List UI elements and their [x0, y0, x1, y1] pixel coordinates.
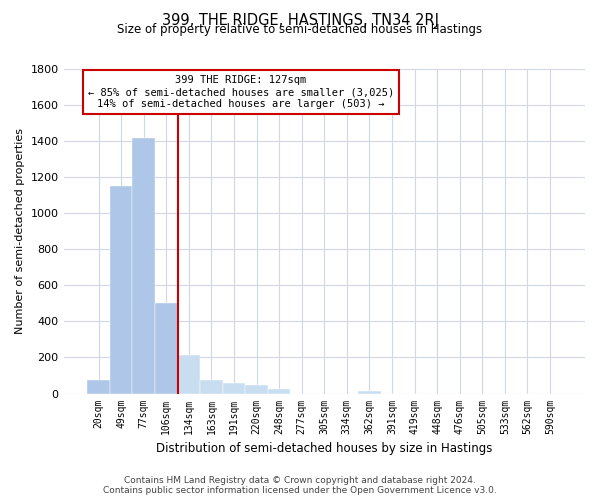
- Text: 399 THE RIDGE: 127sqm
← 85% of semi-detached houses are smaller (3,025)
14% of s: 399 THE RIDGE: 127sqm ← 85% of semi-deta…: [88, 76, 394, 108]
- Bar: [178, 355, 200, 394]
- Bar: [155, 304, 178, 394]
- Bar: [268, 389, 290, 394]
- Bar: [358, 391, 381, 394]
- Y-axis label: Number of semi-detached properties: Number of semi-detached properties: [15, 128, 25, 334]
- Bar: [200, 380, 223, 394]
- Bar: [245, 384, 268, 394]
- Bar: [87, 380, 110, 394]
- Text: 399, THE RIDGE, HASTINGS, TN34 2RJ: 399, THE RIDGE, HASTINGS, TN34 2RJ: [161, 12, 439, 28]
- Bar: [223, 382, 245, 394]
- Bar: [110, 186, 133, 394]
- Text: Contains HM Land Registry data © Crown copyright and database right 2024.
Contai: Contains HM Land Registry data © Crown c…: [103, 476, 497, 495]
- X-axis label: Distribution of semi-detached houses by size in Hastings: Distribution of semi-detached houses by …: [156, 442, 493, 455]
- Bar: [133, 138, 155, 394]
- Text: Size of property relative to semi-detached houses in Hastings: Size of property relative to semi-detach…: [118, 24, 482, 36]
